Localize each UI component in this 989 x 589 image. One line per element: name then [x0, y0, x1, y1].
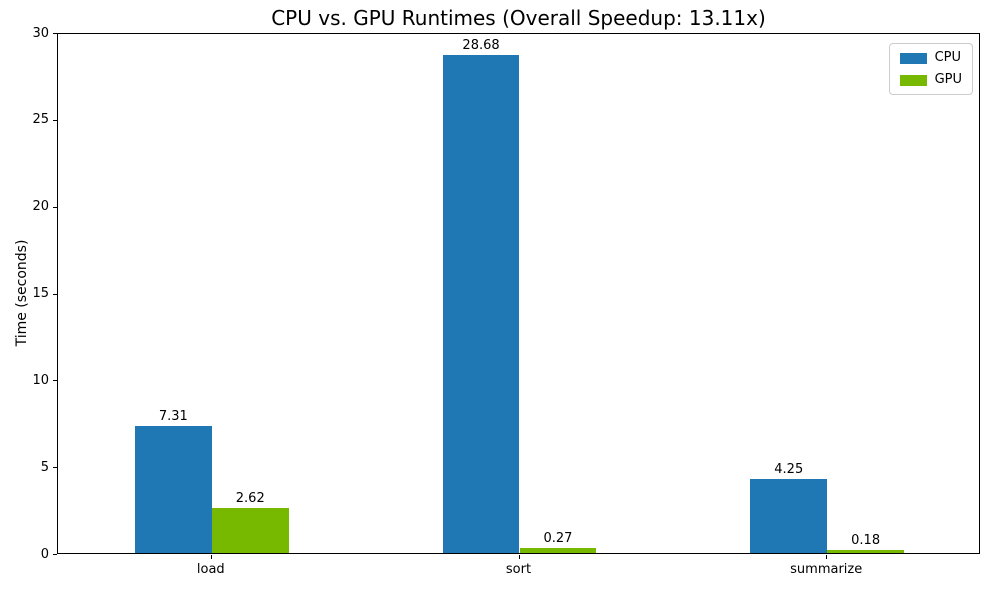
y-tick-label-15: 15	[32, 286, 49, 301]
bar-value-label-cpu-load: 7.31	[158, 409, 188, 424]
y-tick-mark-0	[53, 554, 57, 555]
bar-gpu-load	[211, 507, 289, 553]
bar-value-label-gpu-sort: 0.27	[543, 531, 573, 547]
cpu-series-swatch	[899, 52, 927, 64]
y-tick-label-30: 30	[32, 25, 49, 41]
chart-title: CPU vs. GPU Runtimes (Overall Speedup: 1…	[271, 6, 766, 30]
gpu-legend-label: GPU	[934, 72, 962, 87]
bar-cpu-summarize	[750, 479, 828, 553]
bar-value-label-gpu-summarize: 0.18	[851, 532, 881, 548]
bar-cpu-sort	[442, 54, 520, 553]
cpu-legend-label: CPU	[934, 50, 961, 65]
y-tick-label-20: 20	[32, 199, 49, 215]
y-tick-label-5: 5	[40, 459, 49, 475]
y-tick-label-0: 0	[40, 546, 49, 562]
y-tick-label-25: 25	[32, 112, 49, 128]
legend-entry-cpu: CPU	[899, 50, 962, 65]
y-tick-mark-10	[53, 380, 57, 382]
gpu-series-swatch	[899, 74, 927, 86]
legend: CPU GPU	[888, 43, 973, 95]
legend-entry-gpu: GPU	[899, 72, 962, 87]
x-tick-mark-sort	[518, 555, 520, 559]
y-tick-mark-25	[53, 119, 57, 121]
plot-area: 7.31 2.62 28.68 0.27 4.25 0.18 CPU GPU	[57, 33, 980, 554]
bar-value-label-gpu-load: 2.62	[235, 490, 265, 506]
y-tick-mark-15	[53, 293, 57, 295]
y-tick-label-10: 10	[32, 372, 49, 388]
bar-cpu-load	[134, 426, 212, 553]
bar-gpu-summarize	[827, 549, 905, 553]
x-tick-mark-load	[210, 555, 212, 559]
x-tick-label-load: load	[196, 562, 225, 577]
x-tick-label-sort: sort	[505, 562, 532, 577]
x-tick-label-summarize: summarize	[790, 562, 863, 577]
y-tick-mark-20	[53, 206, 57, 208]
y-tick-mark-30	[53, 33, 57, 34]
x-tick-mark-summarize	[826, 555, 828, 559]
bar-gpu-sort	[519, 548, 597, 553]
bar-value-label-cpu-summarize: 4.25	[774, 462, 804, 478]
bar-value-label-cpu-sort: 28.68	[462, 37, 500, 53]
y-tick-mark-5	[53, 467, 57, 469]
